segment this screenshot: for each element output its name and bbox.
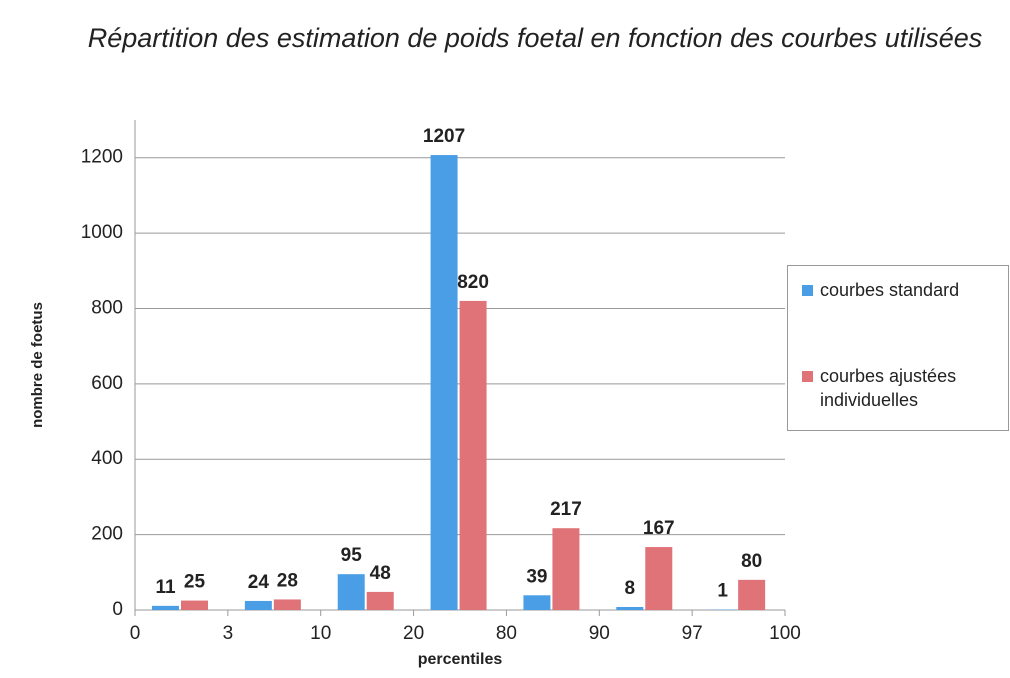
legend-label: courbes standard — [820, 280, 960, 300]
bar — [616, 606, 644, 610]
x-tick-label: 3 — [223, 623, 234, 644]
bar — [552, 528, 580, 610]
value-label: 28 — [277, 570, 298, 591]
bar — [244, 600, 272, 610]
legend-swatch — [802, 371, 813, 382]
x-tick-label: 90 — [589, 623, 610, 644]
legend-label: courbes ajustées individuelles — [820, 366, 957, 410]
bar — [181, 600, 208, 610]
value-label: 1 — [717, 581, 728, 602]
value-label: 25 — [184, 572, 206, 593]
value-label: 167 — [643, 518, 675, 539]
bar — [430, 155, 458, 611]
legend: courbes standard courbes ajustées individ… — [787, 265, 1009, 431]
x-tick-label: 80 — [496, 623, 517, 644]
x-tick-label: 0 — [130, 623, 141, 644]
x-tick-label: 97 — [682, 623, 703, 644]
x-tick-label: 100 — [769, 623, 801, 644]
bar — [645, 547, 673, 610]
bar — [273, 599, 301, 610]
value-label: 95 — [341, 545, 363, 566]
bar — [523, 595, 551, 610]
x-axis-label: percentiles — [418, 651, 503, 668]
value-label: 8 — [624, 578, 635, 599]
chart-title: Répartition des estimation de poids foet… — [87, 23, 983, 53]
y-tick-label: 400 — [91, 448, 123, 469]
y-tick-label: 600 — [91, 373, 123, 394]
value-label: 1207 — [423, 126, 465, 147]
legend-item: courbes standard — [802, 278, 1010, 302]
bar — [337, 574, 365, 610]
legend-item: courbes ajustées individuelles — [802, 364, 1010, 412]
x-tick-label: 10 — [310, 623, 331, 644]
y-tick-label: 200 — [91, 524, 123, 545]
value-label: 39 — [526, 566, 547, 587]
value-label: 217 — [550, 499, 582, 520]
x-tick-label: 20 — [403, 623, 424, 644]
value-label: 48 — [370, 563, 391, 584]
legend-swatch — [802, 285, 813, 296]
y-tick-label: 0 — [112, 599, 123, 620]
bar — [152, 605, 179, 610]
bar — [459, 300, 487, 610]
value-label: 80 — [741, 551, 762, 572]
y-tick-label: 800 — [91, 297, 123, 318]
y-axis-label: nombre de foetus — [29, 302, 46, 428]
y-tick-label: 1000 — [81, 222, 123, 243]
bar — [738, 579, 766, 610]
value-label: 820 — [457, 272, 489, 293]
bar — [366, 591, 394, 610]
y-tick-label: 1200 — [81, 147, 123, 168]
value-label: 11 — [155, 577, 176, 598]
value-label: 24 — [248, 572, 270, 593]
